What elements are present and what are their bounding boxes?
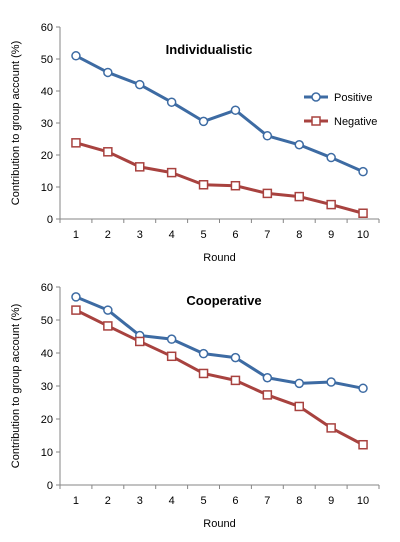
x-tick-label: 3 bbox=[137, 229, 143, 241]
data-point-positive bbox=[262, 373, 273, 383]
data-point-negative bbox=[262, 390, 273, 400]
y-tick-label: 50 bbox=[41, 315, 53, 327]
data-point-negative bbox=[326, 423, 336, 433]
series-line-positive bbox=[74, 295, 365, 390]
y-tick-label: 30 bbox=[41, 381, 53, 393]
data-point-negative bbox=[230, 375, 241, 386]
chart-title: Individualistic bbox=[166, 42, 253, 57]
x-tick-label: 4 bbox=[169, 495, 175, 507]
y-tick-label: 0 bbox=[47, 480, 53, 492]
x-axis-title: Round bbox=[203, 252, 235, 264]
x-tick-label: 2 bbox=[105, 495, 111, 507]
data-point-positive bbox=[71, 292, 81, 302]
legend-entry-positive: Positive bbox=[304, 92, 373, 104]
data-point-negative bbox=[358, 208, 368, 218]
data-point-positive bbox=[326, 152, 336, 163]
y-tick-label: 10 bbox=[41, 182, 53, 194]
data-point-positive bbox=[71, 51, 81, 61]
x-tick-label: 8 bbox=[296, 229, 302, 241]
data-point-negative bbox=[166, 167, 177, 178]
data-point-positive bbox=[294, 140, 304, 150]
data-point-negative bbox=[71, 138, 81, 148]
x-tick-label: 10 bbox=[357, 495, 369, 507]
y-tick-label: 0 bbox=[47, 214, 53, 226]
data-point-negative bbox=[358, 439, 368, 450]
chart-panel-2: 0 10 20 30 40 50 60 1 2 3 4 5 6 7 8 9 10 Round Contributio… bbox=[10, 282, 380, 530]
legend: Positive Negative bbox=[304, 92, 377, 128]
x-tick-label: 3 bbox=[137, 495, 143, 507]
x-tick-label: 4 bbox=[169, 229, 175, 241]
y-tick-label: 20 bbox=[41, 150, 53, 162]
data-point-positive bbox=[135, 79, 145, 90]
series-line-positive bbox=[74, 54, 365, 174]
data-point-negative bbox=[198, 180, 209, 190]
series-positive bbox=[71, 51, 368, 177]
x-axis-title: Round bbox=[203, 518, 235, 530]
series-line-negative bbox=[74, 308, 365, 447]
y-tick-label: 40 bbox=[41, 348, 53, 360]
data-point-negative bbox=[135, 336, 145, 347]
data-point-positive bbox=[103, 305, 113, 315]
x-tick-label: 7 bbox=[264, 495, 270, 507]
data-point-negative bbox=[103, 147, 113, 157]
data-point-positive bbox=[166, 97, 177, 107]
data-point-negative bbox=[166, 351, 177, 362]
data-point-negative bbox=[198, 368, 209, 379]
data-point-positive bbox=[103, 67, 113, 78]
legend-label: Negative bbox=[334, 116, 377, 128]
x-tick-label: 5 bbox=[200, 495, 206, 507]
data-point-negative bbox=[294, 191, 304, 202]
series-positive bbox=[71, 292, 368, 394]
data-point-negative bbox=[135, 162, 145, 172]
data-point-positive bbox=[230, 352, 241, 363]
data-point-negative bbox=[71, 305, 81, 315]
chart-panel-1: 0 10 20 30 40 50 60 1 2 3 4 5 6 7 8 9 10 Round Contributio… bbox=[10, 22, 380, 264]
data-point-positive bbox=[326, 377, 336, 387]
data-point-negative bbox=[262, 188, 273, 199]
series-line-negative bbox=[74, 141, 365, 215]
data-point-positive bbox=[262, 131, 273, 141]
y-tick-label: 60 bbox=[41, 22, 53, 34]
x-tick-label: 6 bbox=[232, 229, 238, 241]
y-tick-label: 60 bbox=[41, 282, 53, 294]
x-tick-label: 1 bbox=[73, 495, 79, 507]
y-tick-label: 40 bbox=[41, 86, 53, 98]
series-negative bbox=[71, 138, 368, 218]
legend-label: Positive bbox=[334, 92, 373, 104]
data-point-positive bbox=[230, 105, 241, 115]
data-point-negative bbox=[326, 199, 336, 210]
data-point-positive bbox=[294, 378, 304, 389]
x-tick-label: 1 bbox=[73, 229, 79, 241]
y-axis-title: Contribution to group account (%) bbox=[10, 304, 22, 468]
legend-entry-negative: Negative bbox=[304, 116, 377, 128]
data-point-negative bbox=[230, 180, 241, 191]
data-point-positive bbox=[358, 166, 368, 177]
x-tick-label: 10 bbox=[357, 229, 369, 241]
y-tick-label: 50 bbox=[41, 54, 53, 66]
chart-title: Cooperative bbox=[186, 293, 261, 308]
x-tick-label: 7 bbox=[264, 229, 270, 241]
data-point-positive bbox=[166, 334, 177, 344]
x-tick-label: 6 bbox=[232, 495, 238, 507]
legend-marker bbox=[311, 116, 321, 126]
x-tick-label: 2 bbox=[105, 229, 111, 241]
legend-marker bbox=[311, 92, 321, 102]
x-tick-label: 8 bbox=[296, 495, 302, 507]
series-negative bbox=[71, 305, 368, 450]
x-tick-label: 9 bbox=[328, 229, 334, 241]
y-axis-title: Contribution to group account (%) bbox=[10, 41, 22, 205]
y-tick-label: 20 bbox=[41, 414, 53, 426]
data-point-positive bbox=[198, 116, 209, 127]
x-tick-label: 5 bbox=[200, 229, 206, 241]
data-point-negative bbox=[103, 321, 113, 331]
y-tick-label: 30 bbox=[41, 118, 53, 130]
y-tick-label: 10 bbox=[41, 447, 53, 459]
x-tick-label: 9 bbox=[328, 495, 334, 507]
data-point-positive bbox=[198, 348, 209, 359]
data-point-negative bbox=[294, 401, 304, 412]
data-point-positive bbox=[358, 383, 368, 394]
